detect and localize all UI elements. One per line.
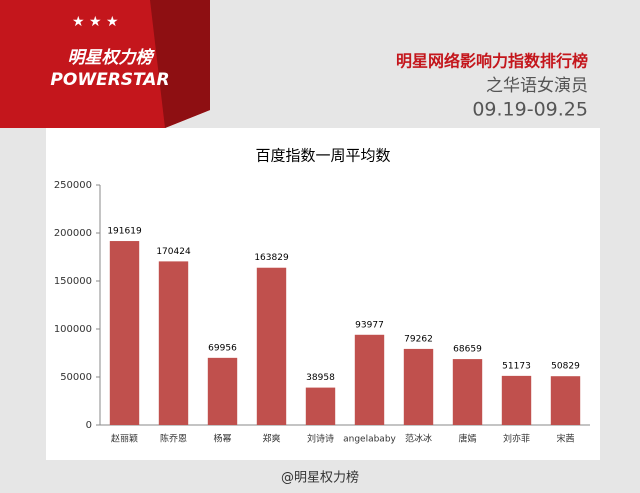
x-tick-label: 范冰冰	[405, 433, 432, 445]
value-label: 38958	[306, 373, 335, 383]
value-label: 163829	[254, 253, 289, 263]
bar	[354, 334, 385, 425]
bar	[109, 241, 140, 425]
value-label: 170424	[156, 247, 191, 257]
bar	[550, 376, 581, 425]
value-label: 79262	[404, 334, 433, 344]
bar	[501, 375, 532, 425]
logo-en: POWERSTAR	[50, 70, 169, 90]
y-tick-label: 100000	[54, 324, 92, 335]
x-tick-label: 刘亦菲	[503, 433, 530, 445]
bar	[305, 387, 336, 425]
y-tick-label: 0	[86, 420, 92, 431]
y-tick-label: 150000	[54, 276, 92, 287]
logo-shade	[150, 0, 210, 128]
x-tick-label: 杨幂	[213, 433, 231, 445]
footer-credit: @明星权力榜	[281, 470, 359, 486]
value-label: 51173	[502, 361, 531, 371]
logo-cn: 明星权力榜	[68, 48, 156, 68]
x-tick-label: 宋茜	[556, 433, 574, 445]
header-title: 明星网络影响力指数排行榜	[396, 52, 588, 71]
bar	[158, 261, 189, 425]
y-tick-label: 200000	[54, 228, 92, 239]
bar	[256, 267, 287, 425]
x-tick-label: 赵丽颖	[111, 433, 138, 445]
value-label: 191619	[107, 227, 142, 237]
chart-title: 百度指数一周平均数	[255, 147, 390, 165]
value-label: 50829	[551, 362, 580, 372]
x-tick-label: angelababy	[343, 435, 396, 445]
bar	[207, 357, 238, 425]
y-tick-label: 50000	[60, 372, 92, 383]
y-tick-label: 250000	[54, 180, 92, 191]
bar	[452, 359, 483, 425]
header-subtitle: 之华语女演员	[486, 76, 588, 96]
value-label: 68659	[453, 345, 482, 355]
x-tick-label: 唐嫣	[458, 433, 476, 445]
date-range: 09.19-09.25	[472, 99, 588, 121]
bar	[403, 348, 434, 425]
x-tick-label: 陈乔恩	[160, 433, 187, 445]
x-tick-label: 刘诗诗	[307, 433, 334, 445]
value-label: 69956	[208, 343, 237, 353]
x-tick-label: 郑爽	[262, 433, 280, 445]
logo-stars: ★ ★ ★	[72, 14, 119, 30]
value-label: 93977	[355, 320, 384, 330]
